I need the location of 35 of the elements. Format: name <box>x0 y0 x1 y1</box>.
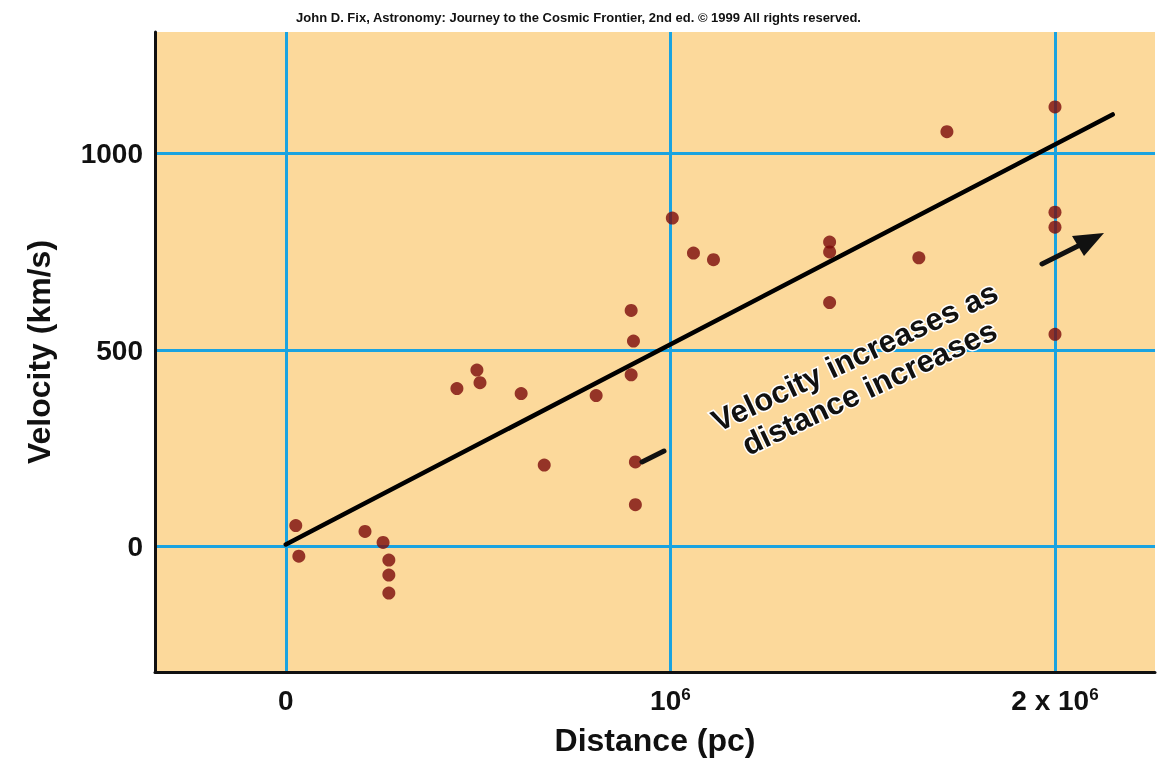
point <box>686 246 700 260</box>
point <box>382 553 396 567</box>
point <box>292 549 306 563</box>
point <box>1048 220 1062 234</box>
y-tick-label: 1000 <box>80 138 143 170</box>
point <box>1048 100 1062 114</box>
point <box>626 334 640 348</box>
point <box>376 535 390 549</box>
point <box>358 524 372 538</box>
point <box>450 382 464 396</box>
point <box>940 125 954 139</box>
y-tick-label: 0 <box>127 530 143 562</box>
point <box>470 363 484 377</box>
point <box>628 498 642 512</box>
point <box>624 368 638 382</box>
point <box>624 303 638 317</box>
point <box>589 389 603 403</box>
point <box>665 211 679 225</box>
point <box>912 251 926 265</box>
point <box>706 253 720 267</box>
point <box>514 387 528 401</box>
point <box>382 568 396 582</box>
point <box>628 455 642 469</box>
point <box>382 586 396 600</box>
y-tick-label: 500 <box>96 334 143 366</box>
point <box>1048 327 1062 341</box>
y-axis-title: Velocity (km/s) <box>21 239 57 465</box>
x-tick-label: 0 <box>277 684 294 716</box>
point <box>289 519 303 533</box>
x-axis-title: Distance (pc) <box>554 722 756 758</box>
point <box>823 245 837 259</box>
point <box>1048 205 1062 219</box>
point <box>473 376 487 390</box>
chart-title: John D. Fix, Astronomy: Journey to the Cosmic Frontier, 2nd ed. © 1999 All rights reserved. <box>296 10 861 25</box>
point <box>537 458 551 472</box>
